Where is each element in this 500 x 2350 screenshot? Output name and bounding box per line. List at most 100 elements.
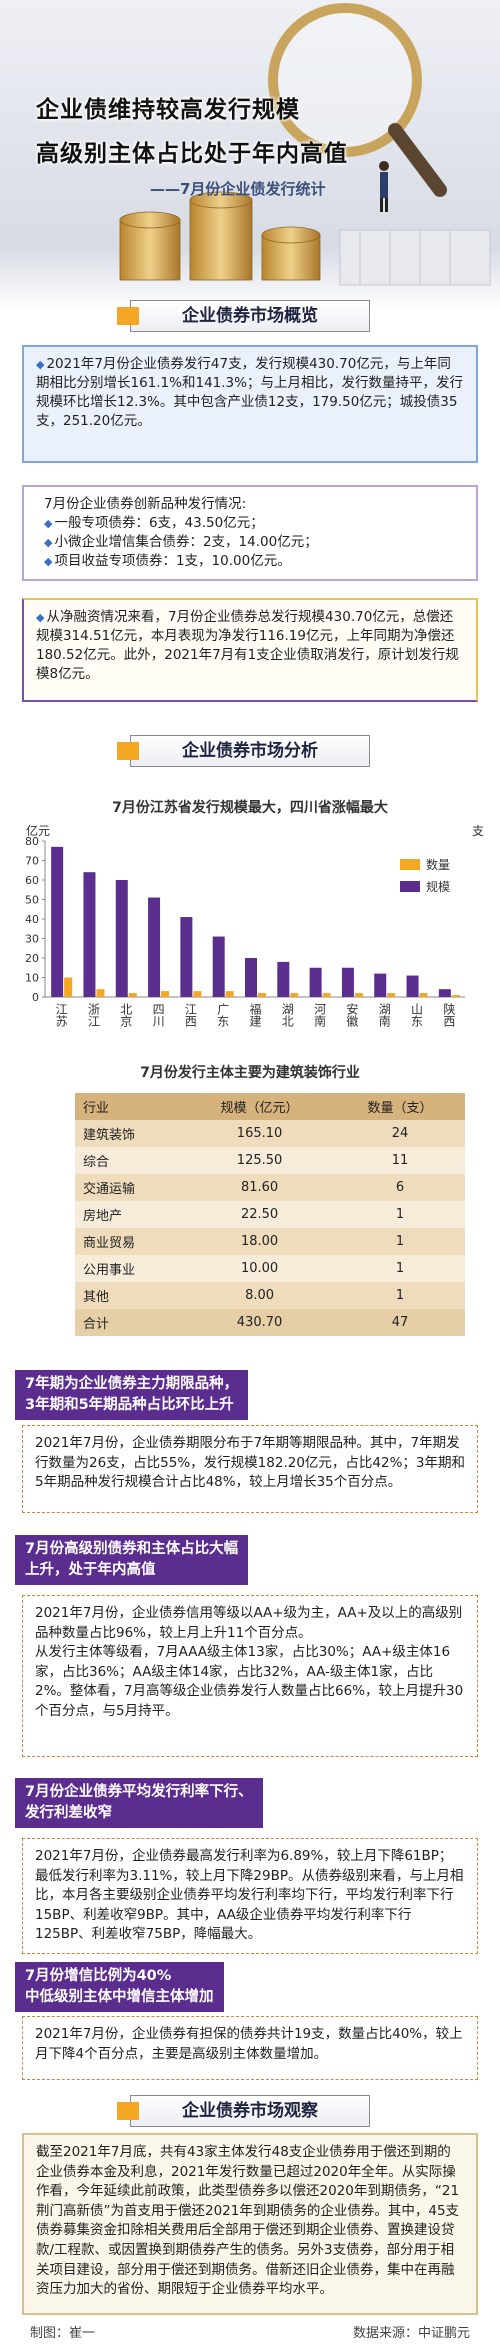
x-tick-label: 陕西: [442, 1002, 456, 1027]
table-cell: 22.50: [240, 1207, 279, 1222]
bar: [309, 967, 322, 997]
x-tick-label: 江西: [183, 1003, 197, 1027]
header-title: 高级别主体占比处于年内高值: [36, 141, 348, 167]
table-cell: 165.10: [236, 1126, 283, 1141]
table-cell: 430.70: [236, 1315, 283, 1330]
callout-title: 7月份增信比例为40% 中低级别主体中增信主体增加: [15, 1962, 224, 2012]
table-cell: 8.00: [245, 1288, 275, 1303]
table-header-cell: 行业: [75, 1093, 185, 1120]
table-cell: 综合: [83, 1155, 110, 1170]
bar: [128, 993, 137, 997]
section-heading: 企业债券市场观察: [117, 2095, 370, 2127]
callout-paragraph: 从发行主体等级看，7月AAA级主体13家，占比30%；AA+级主体16家，占比3…: [35, 1644, 464, 1719]
section-heading: 企业债券市场分析: [117, 735, 370, 767]
bar: [374, 973, 387, 997]
bar: [193, 991, 202, 997]
table-header-cell: 数量（支）: [334, 1093, 465, 1120]
table-row: 建筑装饰 165.10 24: [75, 1120, 465, 1147]
table-cell: 房地产: [83, 1209, 123, 1224]
callout-paragraph: 2021年7月份，企业债券最高发行利率为6.89%，较上月下降61BP；最低发行…: [35, 1848, 464, 1942]
section-heading: 企业债券市场概览: [117, 300, 370, 332]
table-cell: 18.00: [240, 1234, 279, 1249]
bar: [245, 958, 257, 997]
overview-text: 2021年7月份企业债券发行47支，发行规模430.70亿元，与上年同期相比分别…: [36, 356, 463, 429]
legend-swatch: [400, 881, 420, 892]
bar: [51, 846, 64, 997]
table-row: 公用事业 10.00 1: [75, 1255, 465, 1282]
province-chart: 7月份江苏省发行规模最大，四川省涨幅最大 亿元 支 0 10 20 30 40 50 60 7…: [25, 799, 484, 1028]
callout-paragraph: 2021年7月份，企业债券期限分布于7年期等期限品种。其中，7年期发行数量为26…: [35, 1435, 466, 1490]
callout-title: 7月份高级别债券和主体占比大幅 上升，处于年内高值: [15, 1535, 249, 1585]
header-title: 企业债维持较高发行规模: [36, 97, 300, 123]
table-cell: 1: [395, 1261, 405, 1276]
y-tick-label: 0: [32, 991, 39, 1004]
x-tick-label: 四川: [151, 1003, 165, 1027]
table-cell: 47: [391, 1315, 409, 1330]
callout-title: 7年期为企业债券主力期限品种， 3年期和5年期品种占比环比上升: [15, 1370, 249, 1420]
table-cell: 商业贸易: [83, 1236, 136, 1251]
callout-box: 2021年7月份，企业债券信用等级以AA+级为主，AA+及以上的高级别品种数量占…: [22, 1595, 478, 1757]
y-axis-label: 亿元: [26, 823, 50, 838]
innovation-item: 一般专项债券：6支，43.50亿元；: [44, 514, 464, 533]
table-title: 7月份发行主体主要为建筑装饰行业: [140, 1065, 360, 1081]
innovation-title: 7月份企业债券创新品种发行情况:: [44, 496, 247, 512]
bar: [419, 993, 428, 997]
x-tick-label: 浙江: [86, 1003, 100, 1027]
x-tick-label: 河南: [313, 1003, 327, 1027]
callout-title-line: 7月份企业债券平均发行利率下行、: [25, 1784, 253, 1800]
footer-author: 制图：崔一: [30, 2326, 96, 2341]
x-tick-label: 福建: [248, 1002, 262, 1028]
callout-box: 2021年7月份，企业债券期限分布于7年期等期限品种。其中，7年期发行数量为26…: [22, 1425, 478, 1513]
bar: [406, 975, 419, 997]
bar: [341, 967, 354, 997]
callout-title-line: 发行利差收窄: [25, 1805, 112, 1821]
x-tick-label: 山东: [410, 1003, 424, 1027]
table-cell: 1: [395, 1288, 405, 1303]
table-cell: 1: [395, 1207, 405, 1222]
callout-box: 2021年7月份，企业债券最高发行利率为6.89%，较上月下降61BP；最低发行…: [22, 1838, 478, 1954]
innovation-box: 7月份企业债券创新品种发行情况: 一般专项债券：6支，43.50亿元；小微企业增…: [22, 485, 478, 581]
net-financing-box: 从净融资情况来看，7月份企业债券总发行规模430.70亿元，总偿还规模314.5…: [22, 598, 478, 702]
callout-box: 2021年7月份，企业债券有担保的债券共计19支，数量占比40%，较上月下降4个…: [22, 2016, 478, 2080]
x-tick-label: 广东: [216, 1003, 230, 1027]
table-cell: 10.00: [240, 1261, 279, 1276]
callout-paragraph: 2021年7月份，企业债券信用等级以AA+级为主，AA+及以上的高级别品种数量占…: [35, 1605, 463, 1641]
table-row: 其他 8.00 1: [75, 1282, 465, 1309]
legend-swatch: [400, 859, 420, 870]
bar: [212, 936, 225, 997]
callout-title-line: 3年期和5年期品种占比环比上升: [25, 1397, 234, 1413]
industry-table: 行业 规模（亿元） 数量（支） 建筑装饰 165.10 24 综合 125.50 11 交通运输 8…: [75, 1093, 465, 1336]
y2-axis-label: 支: [472, 824, 484, 838]
table-row: 房地产 22.50 1: [75, 1201, 465, 1228]
bar: [83, 872, 96, 997]
table-cell: 其他: [83, 1290, 110, 1305]
y-tick-label: 40: [25, 913, 39, 926]
table-row: 商业贸易 18.00 1: [75, 1228, 465, 1255]
x-tick-label: 湖北: [280, 1002, 294, 1028]
overview-box: 2021年7月份企业债券发行47支，发行规模430.70亿元，与上年同期相比分别…: [22, 345, 478, 463]
bar: [387, 993, 396, 997]
legend-label: 数量: [426, 857, 450, 872]
footer-source: 数据来源：中证鹏元: [352, 2326, 470, 2341]
callout-title: 7月份企业债券平均发行利率下行、 发行利差收窄: [15, 1778, 263, 1828]
table-cell: 建筑装饰: [83, 1128, 136, 1143]
bar: [322, 993, 331, 997]
observation-text: 截至2021年7月底，共有43家主体发行48支企业债券用于偿还到期的企业债券本金…: [36, 2144, 460, 2298]
bar: [438, 989, 451, 997]
table-cell: 81.60: [240, 1180, 279, 1195]
y-tick-label: 70: [25, 855, 39, 868]
observation-box: 截至2021年7月底，共有43家主体发行48支企业债券用于偿还到期的企业债券本金…: [22, 2133, 478, 2315]
header-art: [0, 0, 500, 310]
bar: [64, 977, 73, 997]
table-cell: 24: [391, 1126, 409, 1141]
bar: [290, 993, 299, 997]
callout-title-line: 7月份高级别债券和主体占比大幅: [25, 1541, 239, 1557]
bar: [225, 991, 234, 997]
innovation-item: 项目收益专项债券：1支，10.00亿元。: [44, 552, 464, 571]
callout-title-line: 7月份增信比例为40%: [25, 1968, 172, 1984]
table-cell: 6: [395, 1180, 405, 1195]
bar: [161, 991, 170, 997]
x-tick-label: 湖南: [377, 1002, 391, 1027]
table-cell: 公用事业: [83, 1263, 136, 1278]
